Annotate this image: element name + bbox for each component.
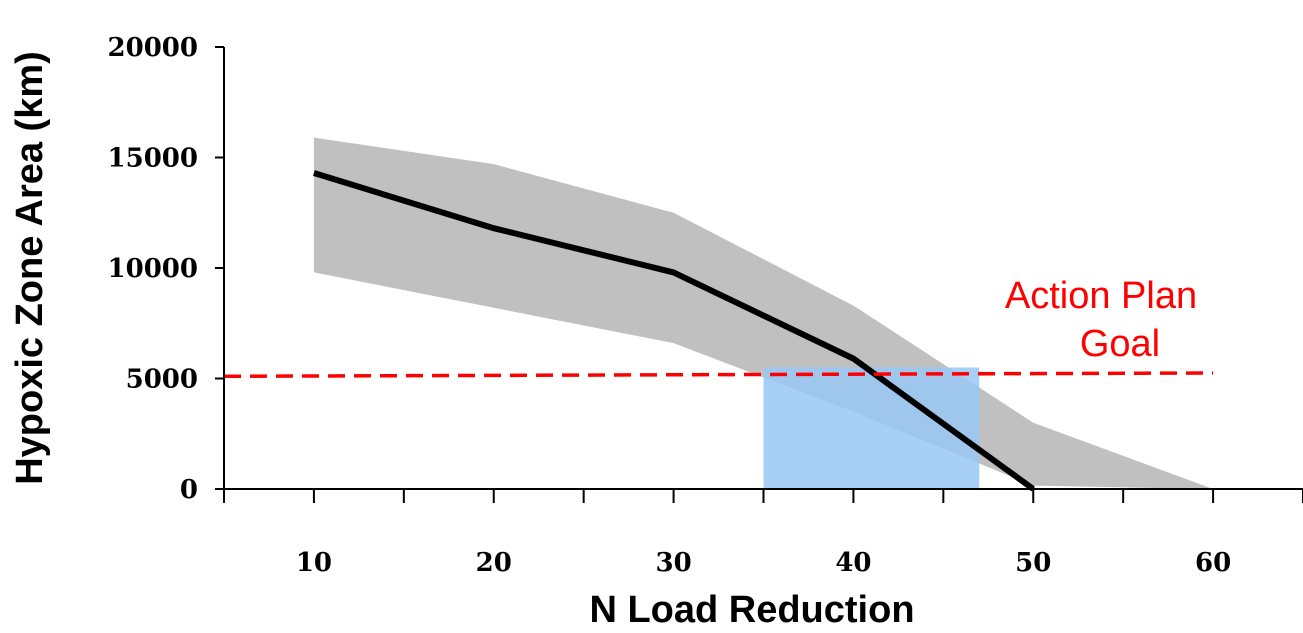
y-axis-title: Hypoxic Zone Area (km): [9, 51, 51, 485]
y-tick-label: 0: [180, 475, 198, 505]
x-tick-label: 10: [296, 548, 332, 578]
annotation-line-1: Action Plan: [1005, 275, 1197, 317]
y-tick-label: 15000: [108, 144, 198, 174]
highlight-region: [763, 367, 980, 489]
x-tick-label: 60: [1195, 548, 1231, 578]
y-tick-label: 10000: [108, 254, 198, 284]
action-plan-goal-line: [223, 371, 1214, 379]
x-tick-label: 50: [1015, 548, 1051, 578]
x-axis-title: N Load Reduction: [589, 589, 914, 631]
y-tick-label: 5000: [126, 365, 198, 395]
annotation-line-2: Goal: [1080, 323, 1160, 365]
y-tick-label: 20000: [108, 33, 198, 63]
x-tick-label: 30: [655, 548, 691, 578]
x-tick-label: 20: [476, 548, 512, 578]
x-tick-label: 40: [835, 548, 871, 578]
series-line: [313, 170, 1036, 492]
